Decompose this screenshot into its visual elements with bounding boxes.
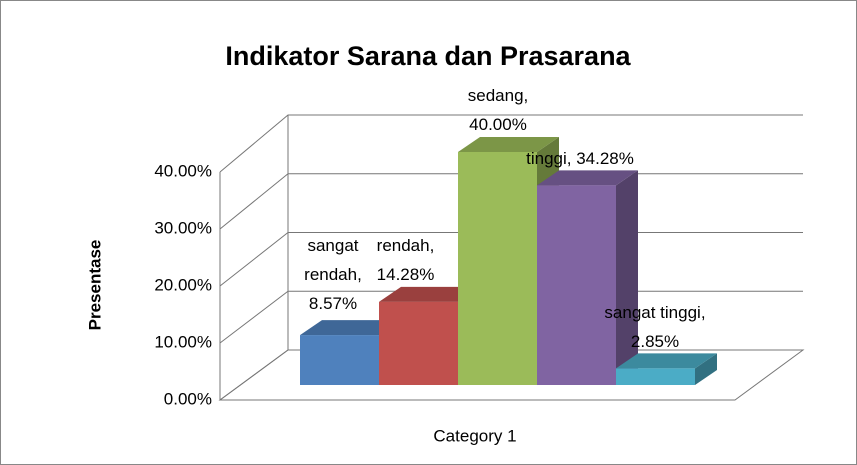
bar-top <box>537 170 638 186</box>
data-label-box: rendah, 14.28% <box>376 236 435 284</box>
bar-side <box>616 170 638 385</box>
bar-front <box>537 185 616 385</box>
data-label-box: sangat rendah, 8.57% <box>304 236 362 313</box>
bar-front <box>458 152 537 385</box>
x-tick-label: Category 1 <box>433 426 516 445</box>
bar-front <box>379 301 458 385</box>
bar-side <box>695 353 717 385</box>
y-tick-label: 10.00% <box>154 332 212 351</box>
chart-title: Indikator Sarana dan Prasarana <box>225 41 631 71</box>
bar-top <box>379 286 480 302</box>
data-label-box: tinggi, 34.28% <box>526 149 634 168</box>
bar-top <box>300 320 401 336</box>
data-label: sangat rendah, 8.57% <box>304 236 362 313</box>
bar <box>616 353 717 385</box>
data-label-box: sedang, 40.00% <box>467 86 529 134</box>
data-label: sedang, 40.00% <box>467 86 529 134</box>
bar-front <box>300 335 379 385</box>
y-axis-label: Presentase <box>85 240 104 331</box>
bar-front <box>616 368 695 385</box>
bar-top <box>458 137 559 152</box>
data-label-box: sangat tinggi, 2.85% <box>604 303 706 351</box>
y-tick-label: 20.00% <box>154 275 212 294</box>
data-label: tinggi, 34.28% <box>526 149 634 168</box>
y-tick-label: 0.00% <box>164 389 212 408</box>
data-label: sangat tinggi, 2.85% <box>604 303 706 351</box>
y-tick-label: 40.00% <box>154 161 212 180</box>
bar <box>537 170 638 385</box>
grid-line <box>219 114 803 173</box>
bar-top <box>616 353 717 369</box>
y-tick-label: 30.00% <box>154 218 212 237</box>
data-label: rendah, 14.28% <box>376 236 435 284</box>
